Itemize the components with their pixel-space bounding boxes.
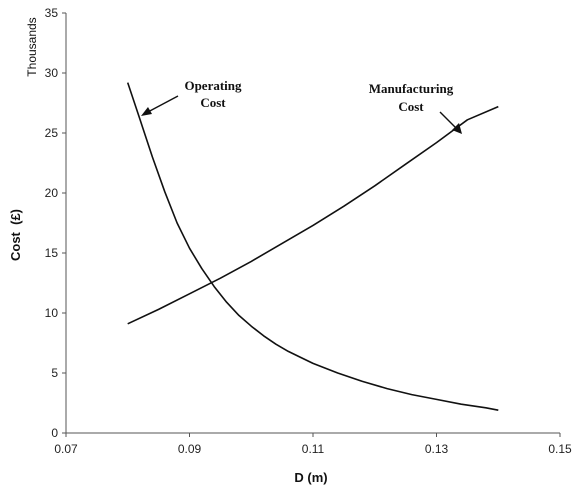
y-tick-label: 10	[45, 306, 59, 320]
x-tick-label: 0.07	[54, 442, 78, 456]
operating-cost-line	[126, 82, 499, 411]
y-tick-label: 20	[45, 186, 59, 200]
annotation-label: Operating	[184, 78, 242, 93]
y-tick-label: 0	[51, 426, 58, 440]
operating-cost-annotation: Operating Cost	[141, 78, 242, 116]
x-tick-label: 0.11	[302, 442, 325, 456]
series-lines	[126, 82, 499, 411]
x-axis-label: D (m)	[294, 470, 327, 485]
manufacturing-cost-annotation: Manufacturing Cost	[369, 81, 462, 134]
annotation-label: Cost	[398, 99, 424, 114]
annotation-label: Cost	[200, 95, 226, 110]
annotation-arrow	[439, 111, 458, 130]
x-tick-label: 0.09	[178, 442, 202, 456]
y-axis-units: Thousands	[25, 17, 39, 76]
x-tick-label: 0.15	[548, 442, 572, 456]
manufacturing-cost-line	[127, 105, 499, 325]
y-tick-label: 35	[45, 6, 59, 20]
y-tick-label: 25	[45, 126, 59, 140]
arrow-head-icon	[452, 123, 462, 134]
x-tick-label: 0.13	[425, 442, 449, 456]
y-axis-label: Cost (£)	[8, 209, 23, 261]
y-tick-label: 5	[51, 366, 58, 380]
y-tick-label: 15	[45, 246, 59, 260]
y-tick-label: 30	[45, 66, 59, 80]
y-axis-ticks: 0 5 10 15 20 25 30 35	[45, 6, 66, 440]
annotation-arrow	[145, 95, 179, 114]
annotation-label: Manufacturing	[369, 81, 454, 96]
x-axis-ticks: 0.07 0.09 0.11 0.13 0.15	[54, 433, 572, 456]
arrow-head-icon	[141, 107, 152, 116]
